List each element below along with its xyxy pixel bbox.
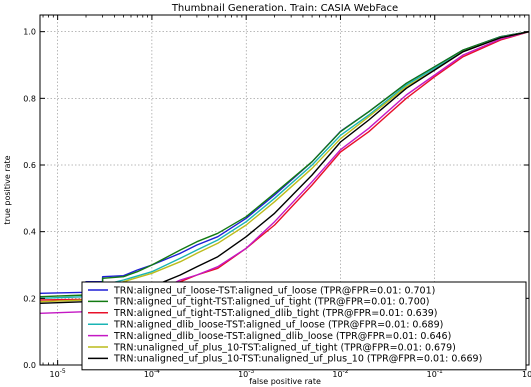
legend-box <box>81 281 527 371</box>
x-tick-exponent: -1 <box>437 368 443 375</box>
legend-entry: TRN:unaligned_uf_plus_10-TST:unaligned_u… <box>113 354 482 365</box>
x-tick-base: 10 <box>50 370 60 379</box>
plot-series <box>39 31 530 314</box>
y-tick-label: 0.4 <box>23 228 36 237</box>
chart-title: Thumbnail Generation. Train: CASIA WebFa… <box>171 3 398 14</box>
legend-entry: TRN:aligned_uf_loose-TST:aligned_uf_loos… <box>113 285 435 296</box>
x-tick-label: 10-4 <box>144 368 160 379</box>
x-tick-exponent: -4 <box>154 368 160 375</box>
x-axis-label: false positive rate <box>249 377 321 386</box>
x-tick-exponent: -5 <box>60 368 66 375</box>
legend-entry: TRN:aligned_dlib_loose-TST:aligned_dlib_… <box>113 331 451 342</box>
x-tick-label: 10-1 <box>427 368 443 379</box>
series-line-1 <box>39 31 530 294</box>
y-tick-label: 0.8 <box>23 94 36 103</box>
x-tick-label: 100 <box>522 368 531 379</box>
y-tick-label: 0.2 <box>23 294 36 303</box>
x-tick-base: 10 <box>332 370 342 379</box>
x-tick-base: 10 <box>522 370 531 379</box>
series-line-4 <box>39 31 530 299</box>
x-tick-base: 10 <box>238 370 248 379</box>
x-tick-base: 10 <box>427 370 437 379</box>
y-tick-label: 0.6 <box>23 161 36 170</box>
series-line-2 <box>39 31 530 298</box>
y-tick-label: 1.0 <box>23 28 36 37</box>
x-tick-label: 10-2 <box>332 368 348 379</box>
x-tick-label: 10-5 <box>50 368 66 379</box>
x-tick-exponent: -2 <box>343 368 349 375</box>
legend-entry: TRN:aligned_uf_tight-TST:aligned_dlib_ti… <box>113 308 438 319</box>
series-line-7 <box>39 31 530 304</box>
x-tick-exponent: -3 <box>248 368 254 375</box>
series-line-3 <box>39 31 530 301</box>
legend-entry: TRN:aligned_uf_tight-TST:aligned_uf_tigh… <box>113 297 430 308</box>
legend-entry: TRN:aligned_dlib_loose-TST:aligned_uf_lo… <box>113 320 443 331</box>
y-tick-label: 0.0 <box>23 361 36 370</box>
x-tick-base: 10 <box>144 370 154 379</box>
x-tick-label: 10-3 <box>238 368 254 379</box>
legend: TRN:aligned_uf_loose-TST:aligned_uf_loos… <box>81 281 527 371</box>
series-line-5 <box>39 31 530 314</box>
y-axis-label: true positive rate <box>3 155 12 224</box>
legend-entry: TRN:unaligned_uf_plus_10-TST:aligned_uf_… <box>113 342 456 353</box>
series-line-6 <box>39 31 530 303</box>
